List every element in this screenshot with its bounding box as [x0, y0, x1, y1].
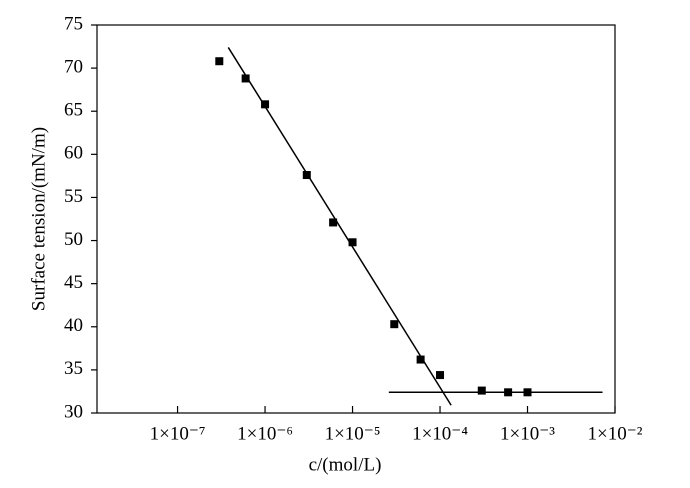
x-tick-label: 1×10⁻³ [500, 423, 555, 444]
y-tick-label: 75 [64, 13, 83, 34]
data-point [477, 386, 486, 395]
y-tick-label: 65 [64, 100, 83, 121]
data-point [329, 218, 338, 227]
y-tick-label: 35 [64, 358, 83, 379]
y-tick-label: 55 [64, 186, 83, 207]
y-tick-label: 50 [64, 229, 83, 250]
data-point [523, 388, 532, 397]
y-tick-label: 30 [64, 401, 83, 422]
y-axis-label: Surface tension/(mN/m) [28, 127, 49, 311]
x-tick-label: 1×10⁻² [588, 423, 643, 444]
y-tick-label: 70 [64, 56, 83, 77]
data-point [416, 355, 425, 364]
data-point [348, 238, 357, 247]
data-point [302, 171, 311, 180]
data-point [436, 371, 445, 380]
data-point [215, 57, 224, 66]
data-point [241, 74, 250, 83]
x-tick-label: 1×10⁻⁵ [325, 423, 381, 444]
y-tick-label: 60 [64, 143, 83, 164]
y-tick-label: 45 [64, 272, 83, 293]
data-point [390, 320, 399, 329]
y-tick-label: 40 [64, 315, 83, 336]
plot-frame [96, 24, 616, 414]
data-point [261, 100, 270, 109]
x-tick-label: 1×10⁻⁴ [412, 423, 468, 444]
x-axis-label: c/(mol/L) [309, 454, 382, 475]
data-point [504, 388, 513, 397]
x-tick-label: 1×10⁻⁶ [237, 423, 293, 444]
x-tick-label: 1×10⁻⁷ [150, 423, 206, 444]
